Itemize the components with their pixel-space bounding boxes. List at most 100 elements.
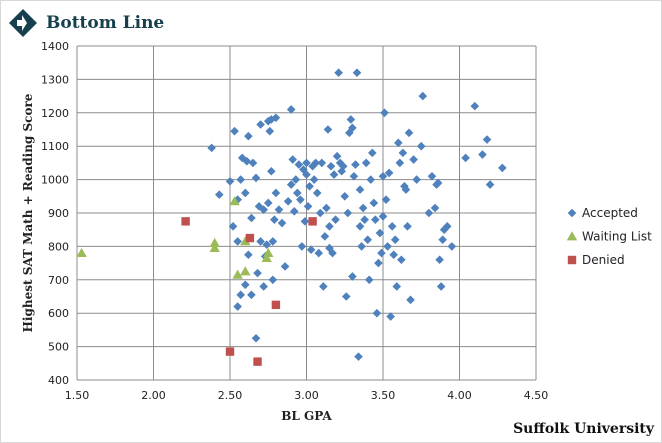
accepted-point	[348, 272, 357, 281]
accepted-point	[380, 108, 389, 118]
accepted-point	[352, 68, 362, 78]
accepted-point	[317, 158, 327, 168]
accepted-point	[271, 113, 281, 123]
accepted-point	[302, 170, 311, 179]
accepted-point	[288, 155, 298, 164]
accepted-point	[241, 280, 250, 290]
accepted-point	[364, 275, 374, 285]
accepted-point	[397, 255, 406, 265]
denied-point	[225, 347, 235, 356]
accepted-point	[355, 185, 365, 194]
accepted-point	[377, 248, 386, 258]
accepted-point	[294, 160, 304, 169]
accepted-point	[398, 148, 408, 158]
accepted-point	[447, 242, 457, 251]
accepted-point	[332, 151, 342, 161]
accepted-point	[338, 161, 348, 171]
tick-labels: 1.50 2.00 2.50 3.00 3.50 4.00 4.50 400 500 600 700…	[41, 40, 548, 402]
accepted-point	[340, 192, 350, 201]
accepted-point	[274, 205, 284, 214]
diamond-arrow-icon	[9, 9, 37, 37]
brand-title: Bottom Line	[46, 13, 165, 33]
accepted-point	[236, 175, 246, 184]
accepted-point	[300, 217, 310, 226]
accepted-point	[427, 171, 437, 181]
y-tick-label: 500	[48, 341, 69, 354]
accepted-point	[401, 185, 411, 194]
waiting-list-point	[209, 237, 220, 247]
accepted-point	[233, 237, 242, 246]
accepted-point	[470, 101, 480, 111]
accepted-point	[335, 158, 345, 168]
accepted-point	[244, 131, 253, 141]
x-tick-label: 3.00	[294, 389, 319, 402]
accepted-point	[268, 275, 278, 285]
accepted-point	[439, 225, 449, 234]
accepted-point	[251, 333, 261, 343]
accepted-point	[251, 173, 261, 183]
accepted-point	[366, 175, 376, 184]
accepted-point	[230, 126, 239, 136]
accepted-point	[357, 242, 366, 251]
accepted-point	[236, 290, 246, 300]
accepted-point	[248, 158, 258, 168]
accepted-point	[242, 156, 252, 166]
accepted-point	[322, 203, 331, 213]
accepted-point	[386, 312, 395, 321]
accepted-point	[351, 160, 360, 169]
accepted-point	[430, 203, 440, 213]
y-axis-title: Highest SAT Math + Reading Score	[21, 93, 35, 332]
y-tick-label: 1400	[41, 40, 69, 53]
accepted-point	[369, 198, 379, 208]
accepted-point	[303, 202, 313, 211]
accepted-point	[291, 175, 301, 184]
accepted-point	[442, 222, 452, 231]
accepted-point	[233, 302, 242, 311]
accepted-point	[233, 195, 242, 204]
accepted-point	[312, 188, 322, 198]
y-tick-label: 800	[48, 240, 69, 253]
accepted-point	[395, 158, 405, 168]
accepted-point	[259, 282, 268, 291]
accepted-point	[329, 170, 339, 179]
accepted-point	[390, 235, 400, 245]
accepted-point	[315, 208, 325, 218]
accepted-point	[323, 125, 333, 134]
accepted-point	[306, 245, 316, 255]
accepted-point	[361, 158, 371, 168]
accepted-point	[498, 163, 507, 173]
accepted-point	[403, 222, 412, 231]
y-tick-label: 900	[48, 207, 69, 220]
accepted-point	[253, 268, 262, 278]
accepted-point	[409, 155, 418, 164]
accepted-point	[412, 175, 421, 184]
accepted-point	[225, 176, 235, 186]
x-axis-title: BL GPA	[281, 409, 332, 423]
waiting-list-point	[240, 266, 251, 276]
gridlines	[76, 45, 537, 381]
accepted-point	[354, 352, 363, 361]
accepted-point	[271, 188, 281, 198]
accepted-point	[371, 215, 380, 224]
accepted-point	[241, 188, 250, 198]
y-tick-label: 1000	[41, 174, 69, 187]
denied-point	[308, 217, 317, 226]
x-tick-label: 4.00	[447, 389, 472, 402]
accepted-point	[305, 181, 314, 191]
accepted-point	[381, 195, 391, 204]
x-tick-label: 2.00	[141, 389, 166, 402]
y-tick-label: 1100	[41, 140, 69, 153]
legend-label-accepted: Accepted	[582, 206, 638, 220]
accepted-point	[375, 228, 385, 238]
legend-marker-accepted	[567, 208, 577, 218]
accepted-point	[326, 161, 336, 171]
accepted-point	[293, 188, 302, 198]
accepted-point	[348, 123, 357, 133]
accepted-point	[247, 290, 256, 300]
accepted-point	[341, 292, 351, 301]
accepted-point	[262, 240, 272, 250]
accepted-point	[435, 255, 444, 265]
accepted-point	[424, 208, 434, 218]
accepted-point	[309, 175, 319, 184]
accepted-point	[363, 235, 372, 245]
